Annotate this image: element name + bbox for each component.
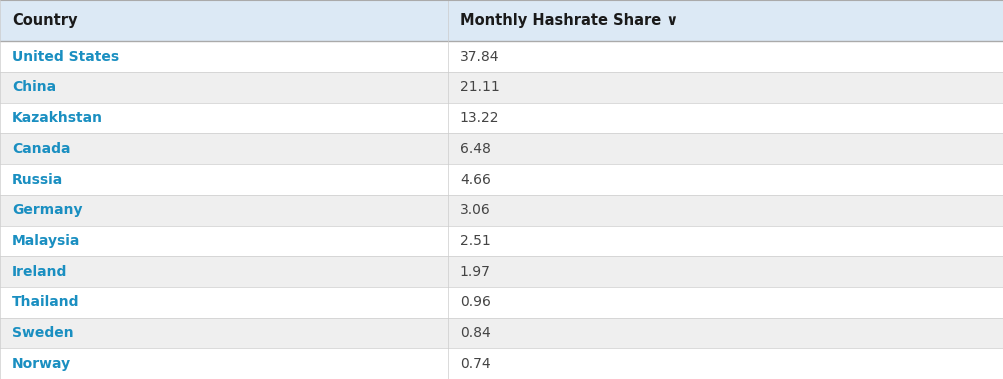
Text: Country: Country	[12, 13, 77, 28]
Bar	[0, 226, 1003, 256]
Text: Kazakhstan: Kazakhstan	[12, 111, 103, 125]
Text: 3.06: 3.06	[459, 203, 490, 217]
Text: 37.84: 37.84	[459, 50, 498, 64]
Text: Norway: Norway	[12, 357, 71, 371]
Bar	[0, 195, 1003, 226]
Text: United States: United States	[12, 50, 119, 64]
Text: 0.96: 0.96	[459, 295, 490, 309]
Text: 21.11: 21.11	[459, 80, 499, 94]
Text: Monthly Hashrate Share ∨: Monthly Hashrate Share ∨	[459, 13, 677, 28]
Bar	[0, 256, 1003, 287]
Text: Malaysia: Malaysia	[12, 234, 80, 248]
Bar	[0, 133, 1003, 164]
Bar	[0, 348, 1003, 379]
Bar	[0, 0, 1003, 41]
Bar	[0, 164, 1003, 195]
Text: 4.66: 4.66	[459, 172, 490, 186]
Bar	[0, 318, 1003, 348]
Text: 6.48: 6.48	[459, 142, 490, 156]
Text: Thailand: Thailand	[12, 295, 79, 309]
Text: Germany: Germany	[12, 203, 82, 217]
Text: Russia: Russia	[12, 172, 63, 186]
Text: 2.51: 2.51	[459, 234, 490, 248]
Text: China: China	[12, 80, 56, 94]
Bar	[0, 72, 1003, 103]
Bar	[0, 41, 1003, 72]
Text: Canada: Canada	[12, 142, 70, 156]
Text: 0.74: 0.74	[459, 357, 490, 371]
Text: 1.97: 1.97	[459, 265, 490, 279]
Text: 13.22: 13.22	[459, 111, 498, 125]
Bar	[0, 103, 1003, 133]
Text: Sweden: Sweden	[12, 326, 73, 340]
Text: Ireland: Ireland	[12, 265, 67, 279]
Bar	[0, 287, 1003, 318]
Text: 0.84: 0.84	[459, 326, 490, 340]
